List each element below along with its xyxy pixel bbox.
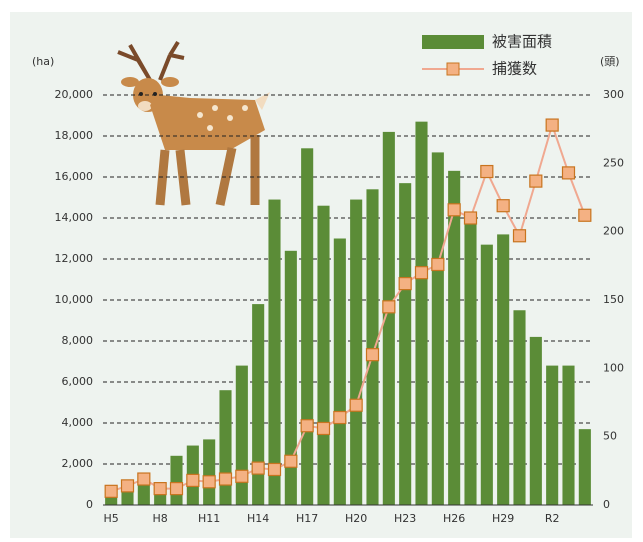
- marker: [120, 479, 135, 493]
- x-tick-label: R2: [545, 512, 560, 525]
- marker: [578, 208, 592, 222]
- marker: [186, 473, 200, 487]
- x-tick-label: H14: [247, 512, 269, 525]
- marker: [169, 482, 184, 496]
- y-tick-label: 14,000: [55, 211, 94, 224]
- bar: [448, 170, 461, 505]
- marker: [218, 472, 233, 486]
- marker: [349, 398, 363, 412]
- bar: [578, 429, 591, 505]
- marker: [463, 211, 478, 225]
- bar: [203, 439, 216, 505]
- y2-tick-label: 100: [603, 361, 624, 374]
- marker: [529, 174, 543, 188]
- y-tick-label: 18,000: [55, 129, 94, 142]
- marker: [447, 203, 461, 217]
- y-tick-label: 12,000: [55, 252, 94, 265]
- bar: [219, 390, 232, 505]
- y-tick-label: 4,000: [62, 416, 94, 429]
- marker: [333, 410, 347, 425]
- marker: [300, 419, 314, 433]
- marker: [365, 348, 380, 362]
- bar: [480, 244, 493, 505]
- bar: [399, 183, 412, 505]
- marker: [104, 484, 118, 498]
- marker: [496, 199, 510, 213]
- bar: [284, 250, 297, 505]
- bar: [529, 336, 542, 505]
- bar: [431, 152, 444, 505]
- bar: [235, 365, 248, 505]
- y2-tick-label: 200: [603, 225, 624, 238]
- bar: [301, 148, 314, 506]
- y-tick-label: 2,000: [62, 457, 94, 470]
- bar: [464, 218, 477, 505]
- x-tick-label: H8: [153, 512, 168, 525]
- bar: [105, 494, 118, 505]
- x-tick-label: H20: [345, 512, 367, 525]
- marker: [382, 300, 396, 314]
- bar: [350, 199, 363, 506]
- bar: [415, 121, 428, 506]
- marker: [316, 421, 331, 436]
- y2-tick-label: 300: [603, 88, 624, 101]
- legend-label: 被害面積: [492, 33, 552, 51]
- bar: [333, 238, 346, 505]
- y-tick-label: 0: [86, 498, 93, 511]
- y-tick-label: 20,000: [55, 88, 94, 101]
- bar: [366, 189, 379, 506]
- y-tick-label: 8,000: [62, 334, 94, 347]
- marker: [545, 118, 559, 132]
- y2-tick-label: 250: [603, 156, 624, 169]
- marker: [235, 469, 249, 483]
- y2-axis-label: (頭): [600, 55, 620, 68]
- marker: [431, 257, 445, 272]
- marker: [414, 266, 429, 280]
- legend-marker: [446, 62, 460, 76]
- x-tick-label: H29: [492, 512, 514, 525]
- bar: [382, 131, 395, 505]
- y2-tick-label: 150: [603, 293, 624, 306]
- bar: [170, 455, 183, 505]
- y2-tick-label: 50: [603, 430, 617, 443]
- y2-tick-label: 0: [603, 498, 610, 511]
- bar: [562, 365, 575, 505]
- y-tick-label: 6,000: [62, 375, 94, 388]
- legend-swatch: [422, 35, 484, 49]
- marker: [251, 461, 265, 475]
- x-tick-label: H11: [198, 512, 220, 525]
- bar: [252, 304, 265, 505]
- marker: [284, 454, 298, 468]
- bar: [497, 234, 510, 505]
- marker: [267, 462, 282, 477]
- legend-label: 捕獲数: [492, 60, 537, 78]
- marker: [561, 166, 576, 180]
- marker: [512, 229, 527, 243]
- marker: [480, 164, 494, 179]
- marker: [202, 475, 216, 489]
- y-axis-label: (ha): [32, 55, 54, 68]
- x-tick-label: H26: [443, 512, 465, 525]
- x-tick-label: H5: [104, 512, 119, 525]
- marker: [153, 482, 167, 496]
- bar: [317, 205, 330, 505]
- marker: [398, 277, 412, 291]
- marker: [137, 472, 151, 486]
- bar: [513, 310, 526, 505]
- bar: [546, 365, 559, 505]
- y-tick-label: 16,000: [55, 170, 94, 183]
- x-tick-label: H17: [296, 512, 318, 525]
- y-tick-label: 10,000: [55, 293, 94, 306]
- bar: [268, 199, 281, 506]
- x-tick-label: H23: [394, 512, 416, 525]
